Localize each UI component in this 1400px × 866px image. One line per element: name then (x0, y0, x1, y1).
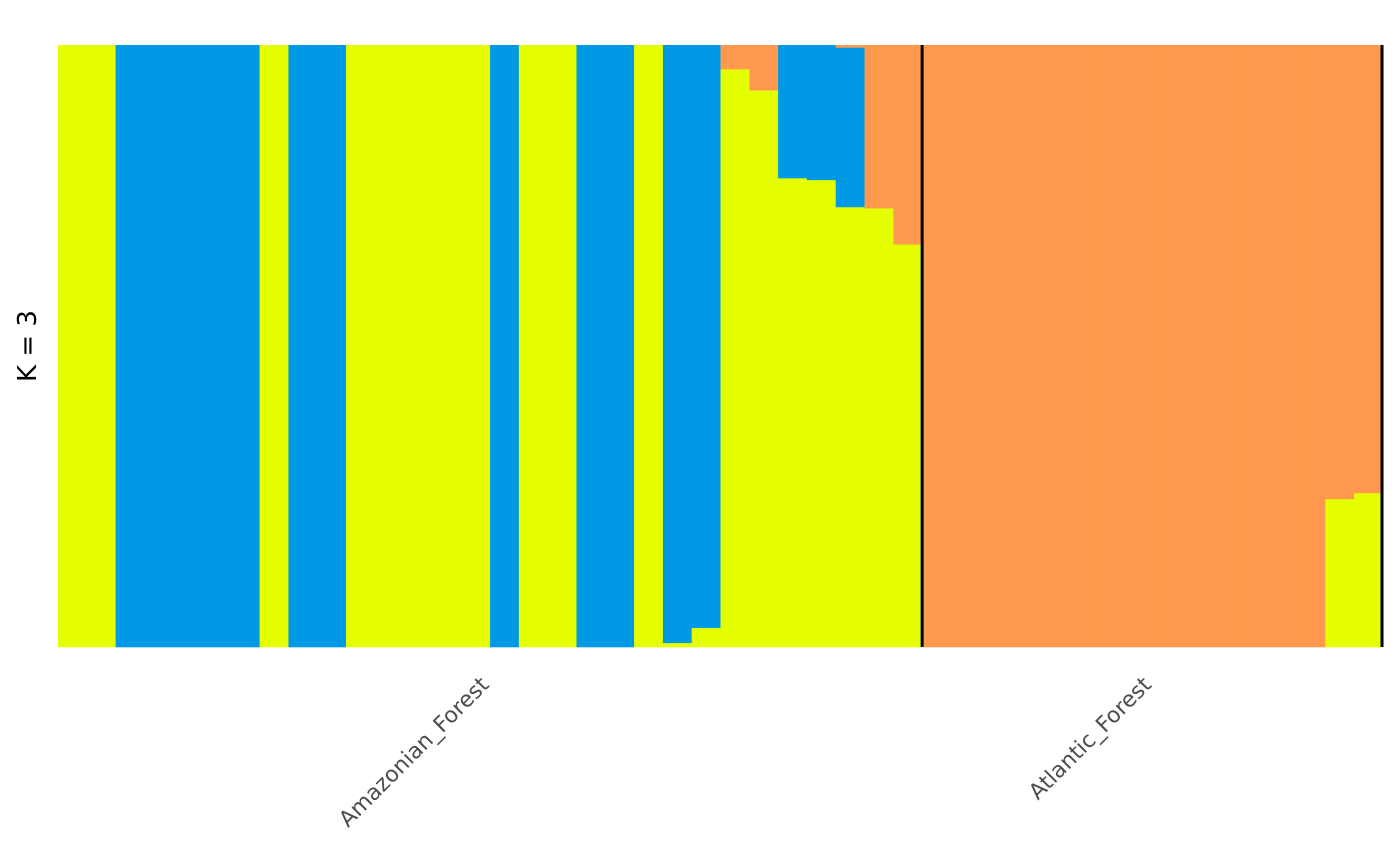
bar-segment-g0-i15-k1 (490, 45, 520, 648)
bar-segment-g0-i19-k1 (605, 45, 635, 648)
bar-segment-g0-i9-k1 (317, 45, 347, 648)
bar-segment-g1-i9-k2 (1181, 45, 1211, 648)
bar-segment-g1-i13-k2 (1296, 45, 1326, 648)
bar-segment-g1-i2-k2 (979, 45, 1010, 648)
group-labels-layer: Amazonian_Forest Atlantic_Forest (335, 672, 1158, 832)
bar-segment-g1-i15-k2 (1354, 45, 1384, 494)
bar-segment-g1-i7-k2 (1123, 45, 1154, 648)
bar-segment-g0-i24-k2 (749, 45, 779, 91)
bar-segment-g0-i6-k1 (230, 45, 261, 648)
bar-segment-g1-i4-k2 (1037, 45, 1067, 648)
bar-segment-g1-i10-k2 (1210, 45, 1240, 648)
group-label-atlantic-forest: Atlantic_Forest (1024, 672, 1157, 805)
bar-segment-g0-i27-k0 (835, 206, 866, 648)
group-label-amazonian-forest: Amazonian_Forest (335, 672, 495, 832)
bar-segment-g0-i26-k1 (806, 45, 837, 181)
bar-segment-g0-i21-k0 (662, 642, 693, 648)
bar-segment-g1-i15-k0 (1354, 492, 1384, 648)
separators-layer (920, 45, 1384, 647)
bar-segment-g0-i12-k0 (403, 45, 434, 648)
bar-segment-g0-i10-k0 (346, 45, 376, 648)
bar-segment-g0-i22-k1 (691, 45, 722, 629)
bar-segment-g1-i0-k2 (922, 45, 952, 648)
bar-segment-g1-i14-k2 (1325, 45, 1355, 500)
y-axis-label: K = 3 (13, 310, 43, 382)
bar-segment-g0-i14-k0 (461, 45, 491, 648)
bar-segment-g0-i1-k0 (86, 45, 117, 648)
bar-segment-g0-i16-k0 (518, 45, 549, 648)
bar-segment-g0-i25-k1 (778, 45, 808, 179)
bar-segment-g0-i5-k1 (202, 45, 232, 648)
bar-segment-g0-i11-k0 (374, 45, 405, 648)
bar-segment-g0-i27-k1 (835, 47, 866, 208)
bar-segment-g0-i8-k1 (288, 45, 318, 648)
bar-segment-g0-i3-k1 (144, 45, 174, 648)
bar-segment-g1-i6-k2 (1094, 45, 1125, 648)
bar-segment-g1-i5-k2 (1066, 45, 1096, 648)
bar-segment-g0-i4-k1 (173, 45, 203, 648)
bar-segment-g0-i0-k0 (58, 45, 88, 648)
bar-segment-g0-i28-k0 (864, 208, 894, 648)
bar-segment-g0-i7-k0 (259, 45, 290, 648)
bar-segment-g0-i22-k0 (691, 627, 722, 648)
bar-segment-g1-i14-k0 (1325, 498, 1355, 648)
bar-segment-g0-i27-k2 (835, 45, 866, 48)
bar-segment-g0-i28-k2 (864, 45, 894, 209)
bar-segment-g0-i2-k1 (115, 45, 146, 648)
bar-segment-g0-i26-k0 (806, 179, 837, 648)
bar-segment-g0-i23-k2 (720, 45, 750, 70)
bar-segment-g0-i17-k0 (547, 45, 578, 648)
bar-segment-g0-i29-k2 (893, 45, 923, 245)
bar-segment-g0-i18-k1 (576, 45, 606, 648)
bar-segment-g0-i20-k0 (634, 45, 664, 648)
bar-segment-g1-i8-k2 (1152, 45, 1182, 648)
bar-segment-g1-i11-k2 (1238, 45, 1269, 648)
bar-segment-g0-i13-k0 (432, 45, 462, 648)
bar-segment-g0-i21-k1 (662, 45, 693, 644)
bars-layer (58, 45, 1384, 648)
bar-segment-g0-i23-k0 (720, 69, 750, 648)
bar-segment-g1-i1-k2 (950, 45, 981, 648)
bar-segment-g1-i12-k2 (1267, 45, 1298, 648)
bar-segment-g0-i29-k0 (893, 244, 923, 648)
bar-segment-g0-i25-k0 (778, 178, 808, 648)
bar-segment-g0-i24-k0 (749, 90, 779, 648)
bar-segment-g1-i3-k2 (1008, 45, 1038, 648)
